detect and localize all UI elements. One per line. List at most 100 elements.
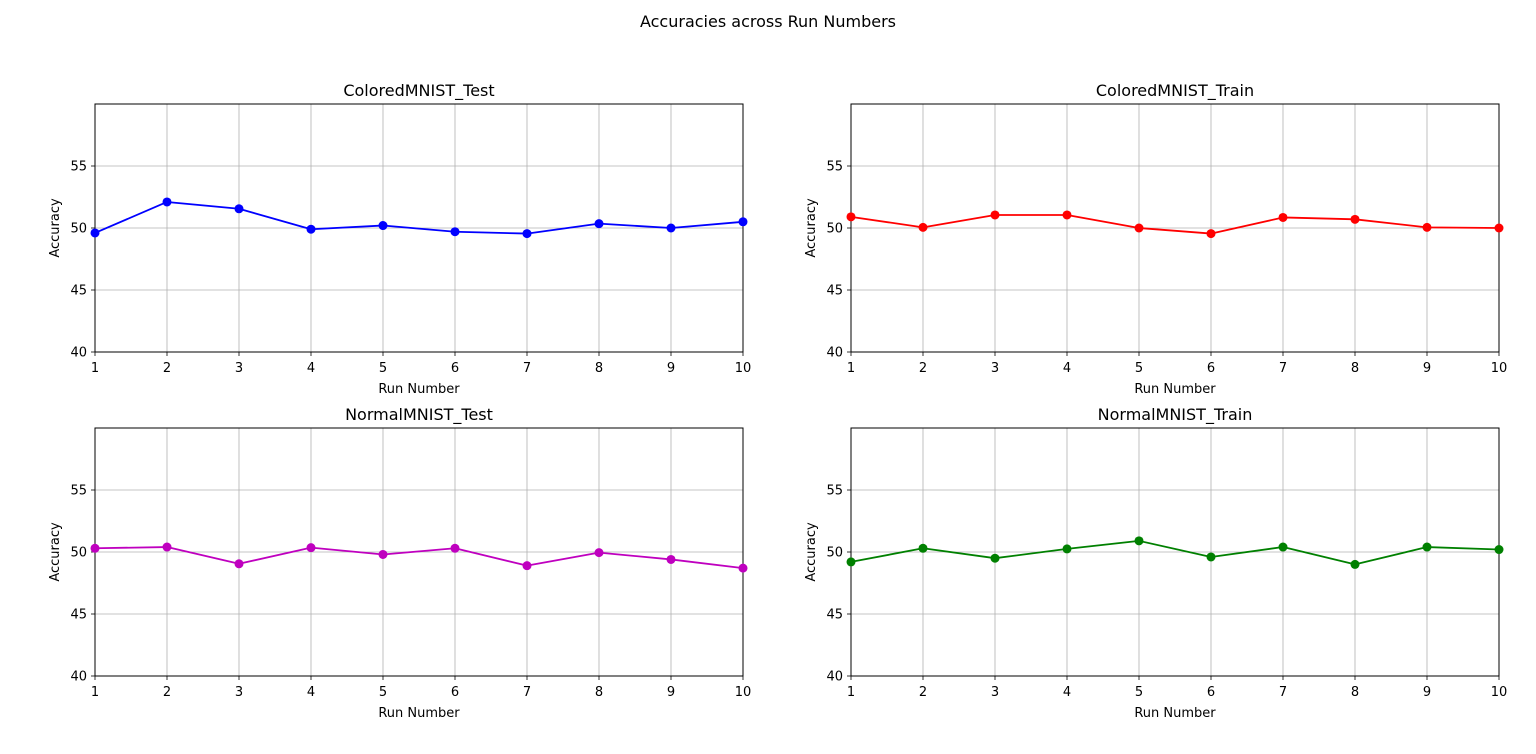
y-tick-label: 45 [826, 608, 843, 623]
x-tick-label: 1 [91, 685, 99, 700]
x-axis-label: Run Number [1134, 382, 1216, 397]
x-tick-label: 6 [451, 361, 459, 376]
x-tick-label: 5 [1135, 685, 1143, 700]
data-point [162, 197, 172, 207]
y-axis-label: Accuracy [48, 522, 63, 582]
data-point [522, 561, 532, 571]
data-point [306, 224, 316, 234]
data-point [1278, 542, 1288, 552]
x-tick-label: 6 [1207, 361, 1215, 376]
data-point [378, 549, 388, 559]
data-point [594, 548, 604, 558]
data-point [1494, 545, 1504, 555]
x-tick-label: 8 [595, 361, 603, 376]
data-point [450, 543, 460, 553]
figure-title: Accuracies across Run Numbers [639, 12, 897, 31]
y-tick-label: 55 [70, 160, 87, 175]
data-point [234, 204, 244, 214]
y-axis-label: Accuracy [48, 198, 63, 258]
data-point [1062, 210, 1072, 220]
x-tick-label: 8 [1351, 361, 1359, 376]
y-tick-label: 45 [70, 608, 87, 623]
x-tick-label: 2 [163, 685, 171, 700]
data-point [450, 227, 460, 237]
x-axis-label: Run Number [1134, 706, 1216, 721]
data-point [738, 563, 748, 573]
chart-title: ColoredMNIST_Test [343, 81, 494, 101]
x-tick-label: 9 [1423, 361, 1431, 376]
data-point [1134, 536, 1144, 546]
x-tick-label: 2 [919, 361, 927, 376]
data-point [306, 543, 316, 553]
series-line [94, 546, 744, 570]
y-tick-label: 40 [70, 346, 87, 361]
data-point [1134, 223, 1144, 233]
x-tick-label: 1 [847, 685, 855, 700]
x-tick-label: 7 [523, 685, 531, 700]
x-tick-label: 5 [1135, 361, 1143, 376]
x-axis-label: Run Number [378, 382, 460, 397]
x-tick-label: 9 [667, 685, 675, 700]
data-point [666, 554, 676, 564]
x-axis-label: Run Number [378, 706, 460, 721]
y-axis-label: Accuracy [804, 522, 819, 582]
x-tick-label: 7 [1279, 361, 1287, 376]
data-point [90, 228, 100, 238]
data-point [1206, 229, 1216, 239]
data-point [990, 210, 1000, 220]
y-tick-label: 55 [70, 484, 87, 499]
x-tick-label: 7 [1279, 685, 1287, 700]
data-point [846, 212, 856, 222]
data-point [234, 559, 244, 569]
y-axis-label: Accuracy [804, 198, 819, 258]
y-tick-label: 45 [826, 284, 843, 299]
series-line [94, 201, 744, 235]
x-tick-label: 4 [307, 361, 315, 376]
x-tick-label: 10 [735, 685, 752, 700]
y-tick-label: 55 [826, 484, 843, 499]
x-tick-label: 6 [451, 685, 459, 700]
data-point [918, 222, 928, 232]
x-tick-label: 4 [307, 685, 315, 700]
x-tick-label: 5 [379, 361, 387, 376]
x-tick-label: 4 [1063, 361, 1071, 376]
x-tick-label: 6 [1207, 685, 1215, 700]
x-tick-label: 4 [1063, 685, 1071, 700]
x-tick-label: 8 [595, 685, 603, 700]
y-tick-label: 50 [70, 546, 87, 561]
data-point [666, 223, 676, 233]
y-tick-label: 50 [826, 546, 843, 561]
x-tick-label: 10 [1491, 361, 1508, 376]
y-tick-label: 40 [826, 670, 843, 685]
data-point [738, 217, 748, 227]
x-tick-label: 5 [379, 685, 387, 700]
data-point [846, 557, 856, 567]
x-tick-label: 10 [735, 361, 752, 376]
chart-title: NormalMNIST_Test [345, 405, 493, 425]
x-tick-label: 3 [235, 685, 243, 700]
data-point [522, 229, 532, 239]
data-point [1422, 222, 1432, 232]
y-tick-label: 50 [826, 222, 843, 237]
data-point [990, 553, 1000, 563]
series-line [850, 539, 1500, 566]
x-tick-label: 9 [1423, 685, 1431, 700]
x-tick-label: 10 [1491, 685, 1508, 700]
data-point [378, 221, 388, 231]
series-line [850, 214, 1500, 235]
y-tick-label: 45 [70, 284, 87, 299]
y-tick-label: 40 [826, 346, 843, 361]
x-tick-label: 8 [1351, 685, 1359, 700]
data-point [594, 219, 604, 229]
data-point [1494, 223, 1504, 233]
data-point [162, 542, 172, 552]
x-tick-label: 9 [667, 361, 675, 376]
data-point [918, 543, 928, 553]
x-tick-label: 3 [991, 361, 999, 376]
data-point [1278, 212, 1288, 222]
x-tick-label: 3 [235, 361, 243, 376]
